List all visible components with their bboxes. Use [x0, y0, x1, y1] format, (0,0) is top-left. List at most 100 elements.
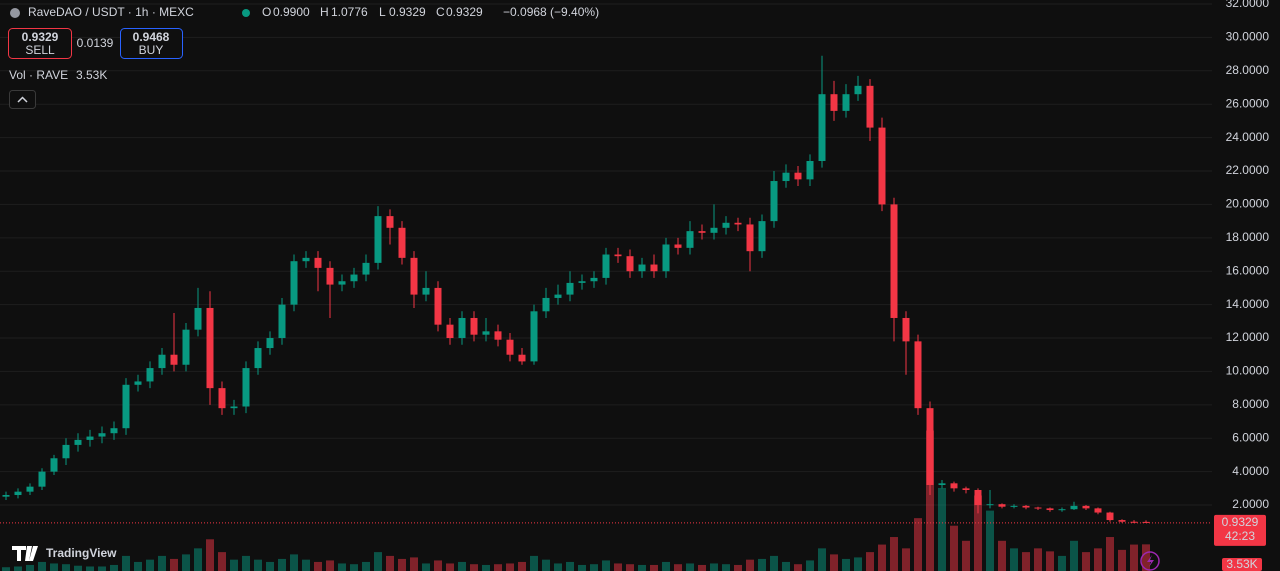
- y-tick-label: 20.0000: [1226, 197, 1270, 211]
- candle-body: [110, 428, 118, 434]
- candle-body: [1070, 505, 1078, 510]
- buy-button[interactable]: 0.9468 BUY: [120, 28, 183, 59]
- candle-body: [122, 384, 130, 429]
- candle-body: [662, 244, 670, 272]
- candle-body: [902, 317, 910, 342]
- volume-bar: [1118, 549, 1126, 571]
- candle-body: [626, 256, 634, 272]
- candle-body: [758, 221, 766, 252]
- high-label: H: [320, 5, 329, 19]
- volume-bar: [530, 555, 538, 571]
- volume-bar: [62, 564, 70, 571]
- symbol[interactable]: RaveDAO / USDT · 1h · MEXC: [28, 5, 194, 19]
- candle-body: [998, 504, 1006, 507]
- candle-body: [398, 227, 406, 258]
- candle-body: [494, 331, 502, 340]
- volume-bar: [374, 552, 382, 571]
- high-value: 1.0776: [331, 5, 368, 19]
- sell-price: 0.9329: [22, 30, 59, 44]
- volume-bar: [338, 563, 346, 571]
- candle-body: [770, 181, 778, 222]
- candle-body: [614, 254, 622, 257]
- candle-body: [950, 483, 958, 489]
- y-tick-label: 30.0000: [1226, 30, 1270, 44]
- buy-box[interactable]: [120, 28, 183, 59]
- candle-body: [86, 436, 94, 440]
- volume-bar: [794, 564, 802, 571]
- candle-body: [266, 338, 274, 349]
- candle-body: [482, 331, 490, 335]
- volume-bar: [230, 559, 238, 571]
- volume-bar: [290, 554, 298, 571]
- candle-body: [470, 317, 478, 335]
- volume-bar: [866, 552, 874, 571]
- candle-body: [986, 504, 994, 506]
- close-value: 0.9329: [446, 5, 483, 19]
- candle-body: [554, 294, 562, 298]
- flash-button[interactable]: [1140, 551, 1160, 571]
- y-tick-label: 22.0000: [1226, 163, 1270, 177]
- volume-bar: [602, 560, 610, 571]
- volume-bar: [782, 561, 790, 571]
- candle-body: [638, 264, 646, 272]
- candle-body: [842, 94, 850, 111]
- candle-body: [830, 94, 838, 111]
- logo-mark: [12, 546, 38, 561]
- volume-bar: [998, 540, 1006, 571]
- volume-bar: [722, 564, 730, 571]
- volume-bar: [302, 559, 310, 571]
- candle-body: [242, 368, 250, 407]
- volume-bar: [650, 564, 658, 571]
- candle-body: [326, 267, 334, 285]
- candle-body: [170, 354, 178, 365]
- volume-bar: [854, 557, 862, 571]
- candle-body: [206, 307, 214, 389]
- volume-bar: [746, 559, 754, 571]
- volume-bar: [254, 559, 262, 571]
- volume-bar: [458, 561, 466, 571]
- candle-body: [542, 297, 550, 312]
- change: −0.0968 (−9.40%): [503, 5, 599, 19]
- candle-body: [314, 257, 322, 268]
- volume-bar: [806, 560, 814, 571]
- volume-label-box: [1222, 558, 1262, 571]
- candle-body: [38, 471, 46, 487]
- sell-box[interactable]: [8, 28, 72, 59]
- candle-body: [962, 488, 970, 491]
- candle-body: [854, 85, 862, 95]
- candle-body: [2, 495, 10, 497]
- volume-bar: [1046, 551, 1054, 571]
- volume-bar: [914, 518, 922, 571]
- volume-bar: [986, 510, 994, 571]
- volume-bar: [926, 430, 934, 571]
- volume-bar: [626, 564, 634, 571]
- candle-body: [938, 483, 946, 485]
- collapse-button[interactable]: [9, 90, 36, 109]
- candle-body: [602, 254, 610, 278]
- volume-bar: [26, 564, 34, 571]
- close-label: C: [436, 5, 445, 19]
- volume-bar: [818, 548, 826, 571]
- candle-body: [866, 85, 874, 128]
- volume-bar: [710, 563, 718, 571]
- volume-bar: [638, 564, 646, 571]
- candle-body: [62, 444, 70, 459]
- candle-body: [278, 304, 286, 339]
- volume-bar: [206, 539, 214, 571]
- open-label: O: [262, 5, 271, 19]
- volume-bar: [446, 563, 454, 571]
- candle-body: [386, 216, 394, 228]
- candle-body: [1130, 521, 1138, 523]
- sell-button[interactable]: 0.9329 SELL: [8, 28, 72, 59]
- candle-body: [686, 231, 694, 248]
- candle-body: [578, 281, 586, 283]
- candle-body: [566, 282, 574, 295]
- y-tick-label: 6.0000: [1232, 430, 1269, 444]
- volume-bar: [950, 525, 958, 571]
- candle-body: [878, 127, 886, 205]
- volume-bar: [830, 554, 838, 571]
- candle-body: [722, 222, 730, 228]
- volume-bar: [842, 558, 850, 571]
- volume-bar: [278, 558, 286, 571]
- volume-bar: [902, 548, 910, 571]
